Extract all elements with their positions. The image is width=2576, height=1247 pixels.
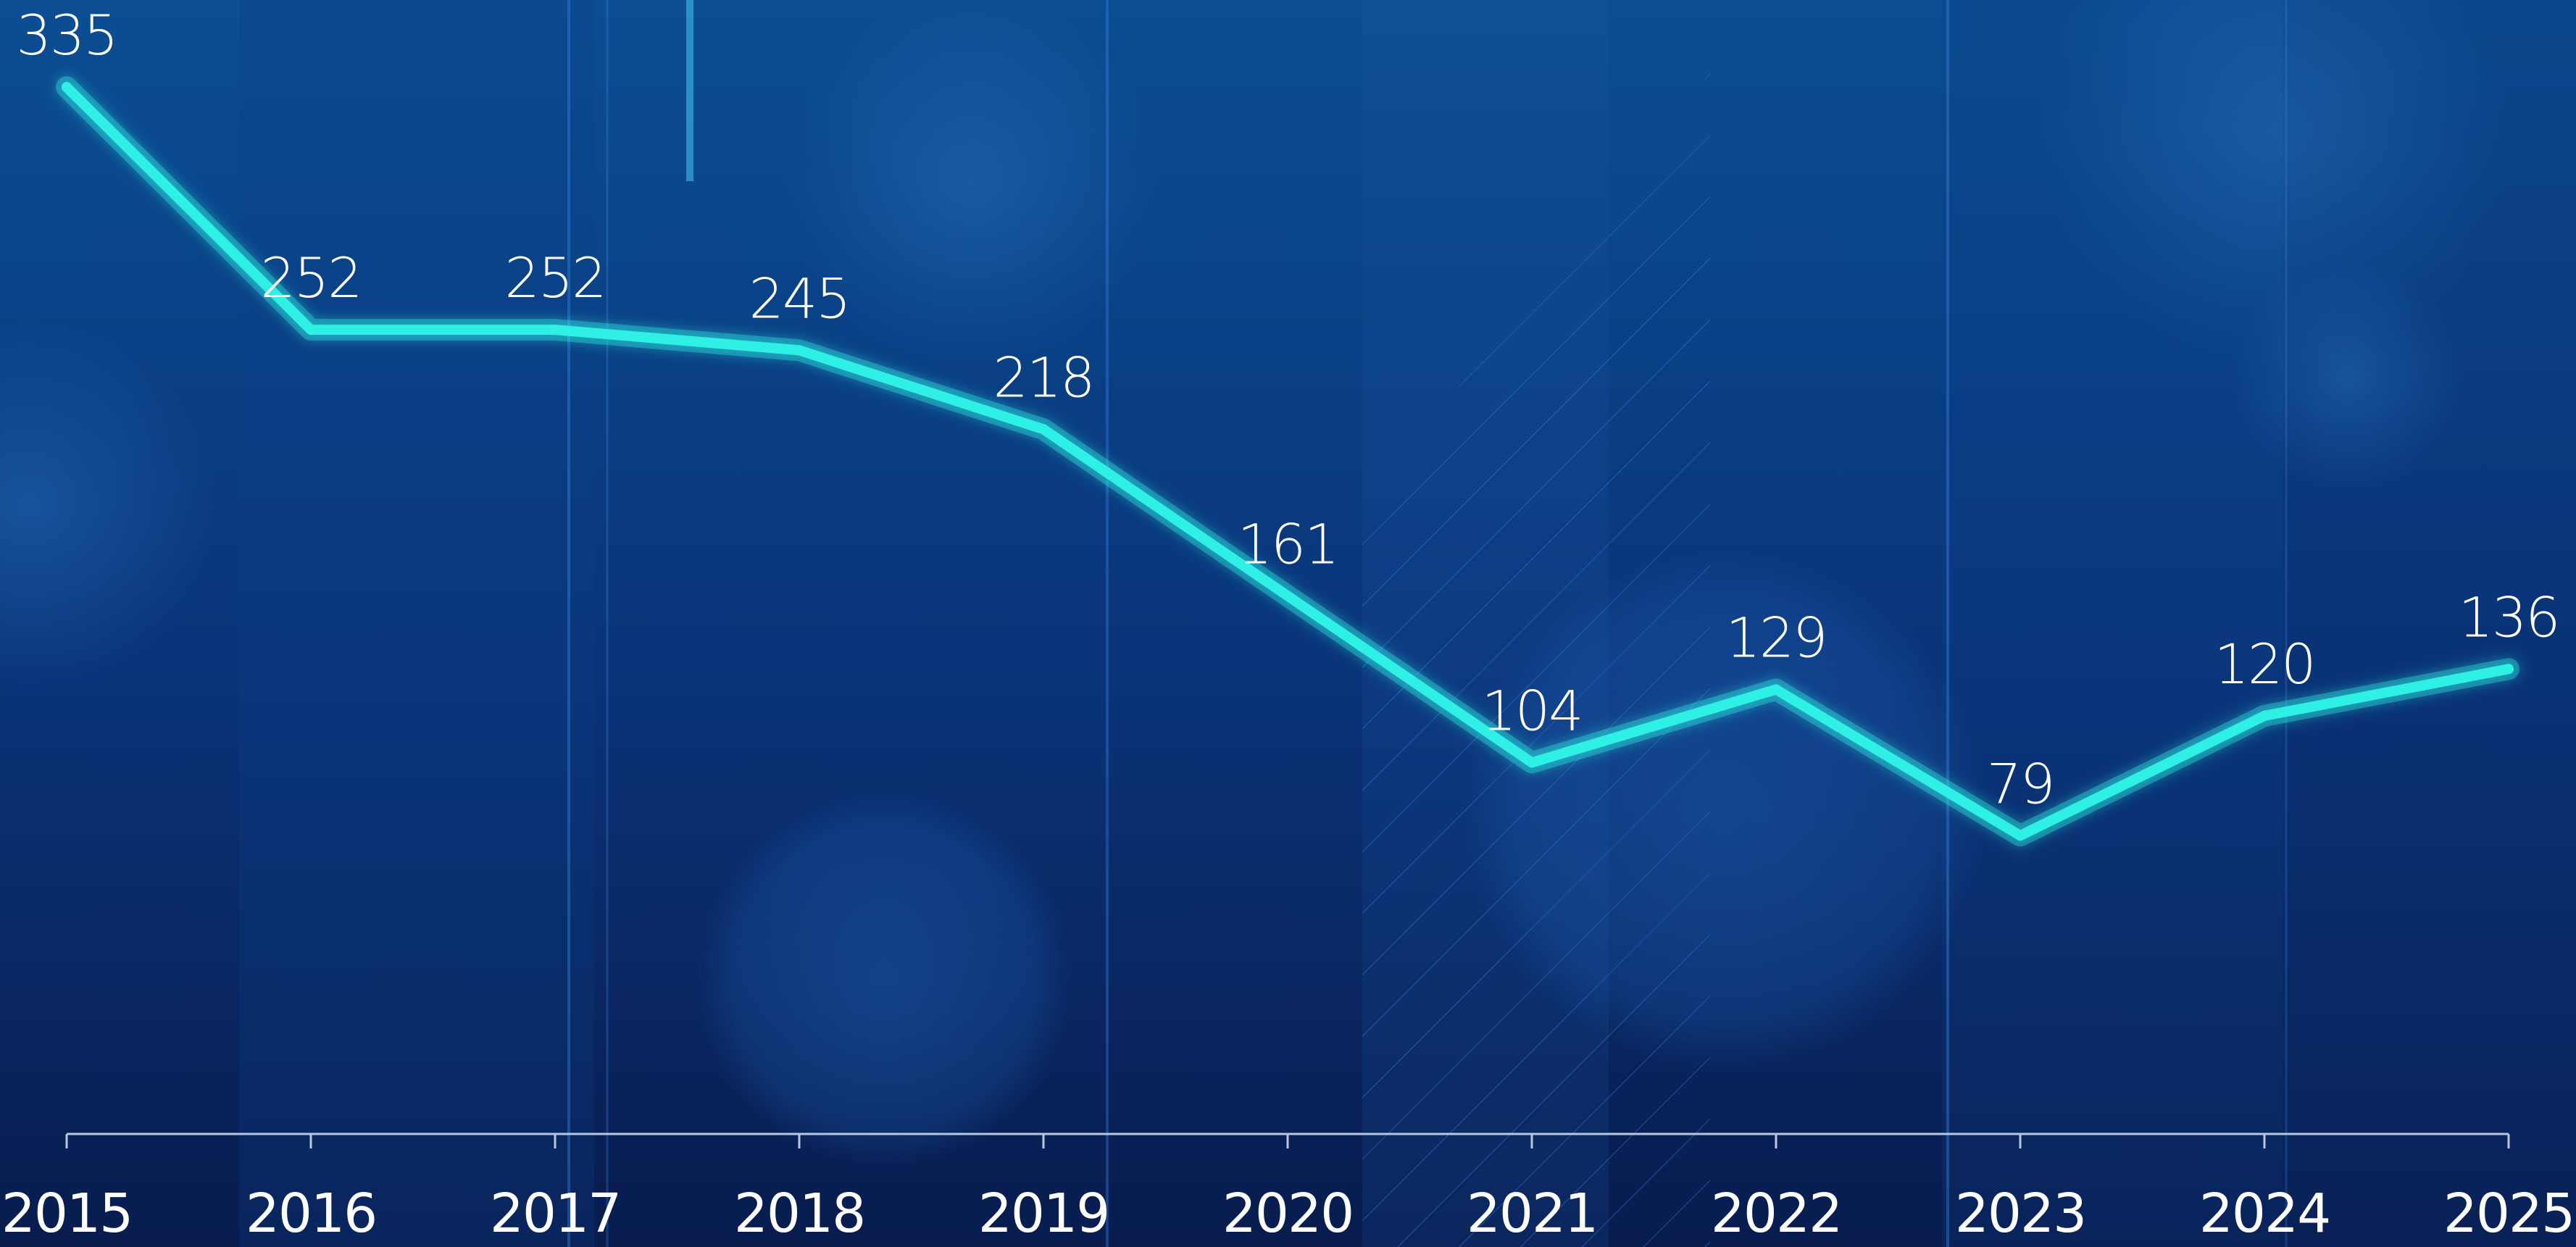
x-axis [65, 1133, 2510, 1148]
x-tick-label: 2025 [2443, 1183, 2574, 1245]
data-point [1038, 424, 1049, 435]
x-tick-label: 2022 [1711, 1183, 1841, 1245]
data-label: 335 [16, 3, 117, 67]
data-label: 120 [2214, 632, 2314, 696]
data-label: 104 [1481, 678, 1582, 743]
x-tick-label: 2018 [734, 1183, 864, 1245]
data-point [2259, 710, 2269, 721]
x-tick-label: 2023 [1955, 1183, 2085, 1245]
data-label: 218 [993, 345, 1093, 409]
data-point [2504, 664, 2514, 675]
x-tick-label: 2020 [1222, 1183, 1353, 1245]
data-point [550, 325, 560, 335]
data-label: 79 [1987, 751, 2054, 816]
data-label: 129 [1725, 606, 1826, 670]
x-tick-label: 2017 [490, 1183, 620, 1245]
data-point [1283, 591, 1293, 601]
x-tick-labels: 2015 2016 2017 2018 2019 2020 2021 2022 2023 2024… [1, 1183, 2575, 1245]
data-label: 245 [749, 266, 849, 330]
data-labels: 335 252 252 245 218 161 104 129 79 120 136 [16, 3, 2560, 816]
data-point [62, 82, 72, 93]
data-label: 252 [260, 246, 361, 310]
x-tick-label: 2024 [2199, 1183, 2330, 1245]
data-point [794, 345, 804, 356]
data-label: 161 [1237, 512, 1338, 576]
data-series [56, 76, 2519, 847]
x-tick-label: 2021 [1467, 1183, 1597, 1245]
x-tick-label: 2016 [246, 1183, 376, 1245]
x-tick-label: 2019 [978, 1183, 1109, 1245]
x-tick-label: 2015 [1, 1183, 132, 1245]
data-label: 252 [504, 246, 605, 310]
data-point [306, 325, 316, 335]
data-point [1771, 684, 1781, 695]
data-label: 136 [2458, 585, 2559, 649]
data-point [2015, 830, 2025, 841]
data-point [1527, 757, 1537, 768]
